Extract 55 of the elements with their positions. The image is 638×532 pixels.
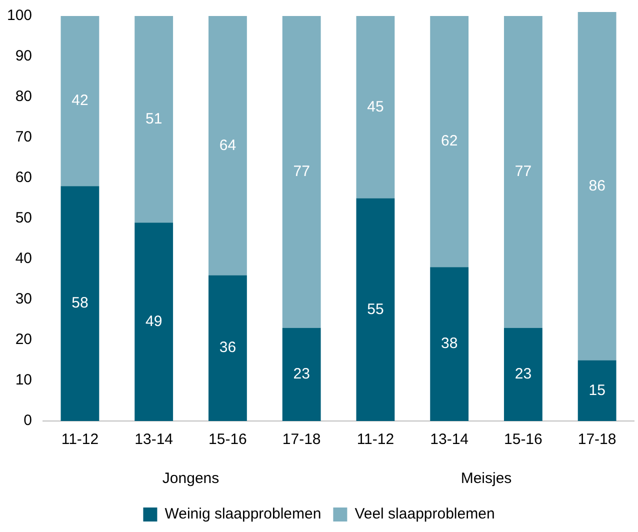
- bar: [282, 328, 321, 421]
- data-label: 77: [514, 163, 532, 180]
- bar: [578, 12, 616, 360]
- y-tick-label: 20: [15, 331, 32, 348]
- data-label: 36: [219, 339, 236, 356]
- y-tick-label: 40: [15, 250, 32, 268]
- y-tick-label: 70: [15, 128, 32, 146]
- bar: [60, 186, 100, 421]
- y-tick-label: 0: [24, 412, 32, 430]
- data-label: 45: [367, 98, 384, 116]
- y-tick-label: 100: [6, 7, 32, 24]
- y-tick-label: 50: [15, 210, 32, 227]
- bar: [134, 222, 174, 421]
- legend-label: Weinig slaapproblemen: [164, 506, 322, 523]
- bar: [578, 360, 616, 421]
- data-label: 49: [145, 312, 162, 330]
- data-label: 64: [219, 136, 236, 154]
- bar: [282, 16, 321, 328]
- y-tick-label: 30: [15, 290, 32, 308]
- bar: [504, 16, 542, 328]
- data-label: 38: [440, 335, 458, 352]
- bar: [430, 16, 469, 268]
- x-tick-label: 17-18: [578, 431, 616, 448]
- text: Meisjes: [460, 470, 512, 488]
- data-label: 86: [588, 177, 606, 194]
- text: Jongens: [162, 470, 220, 488]
- x-tick-label: 11-12: [61, 431, 99, 448]
- x-tick-label: 11-12: [356, 431, 394, 448]
- x-tick-label: 15-16: [504, 431, 542, 448]
- y-tick-label: 60: [15, 169, 32, 186]
- bar: [504, 328, 542, 421]
- y-tick-label: 80: [15, 88, 32, 106]
- data-label: 62: [440, 132, 458, 150]
- bar: [134, 16, 174, 223]
- bar: [208, 16, 247, 276]
- data-label: 77: [293, 163, 310, 180]
- bar: [60, 16, 100, 186]
- x-tick-label: 13-14: [134, 431, 174, 448]
- y-tick-label: 10: [15, 372, 32, 389]
- data-label: 42: [72, 92, 88, 110]
- data-label: 55: [367, 300, 384, 318]
- y-tick-label: 90: [15, 48, 32, 65]
- x-tick-label: 17-18: [282, 431, 321, 448]
- data-label: 15: [588, 382, 606, 399]
- bar: [430, 267, 469, 421]
- data-label: 51: [145, 110, 162, 128]
- x-tick-label: 13-14: [430, 431, 469, 448]
- bar: [208, 275, 247, 421]
- bar: [356, 198, 395, 421]
- data-label: 58: [72, 294, 88, 312]
- bar: [356, 16, 395, 198]
- x-tick-label: 15-16: [208, 431, 247, 448]
- data-label: 23: [293, 366, 310, 383]
- data-label: 23: [514, 366, 532, 383]
- legend-label: Veel slaapproblemen: [354, 506, 495, 523]
